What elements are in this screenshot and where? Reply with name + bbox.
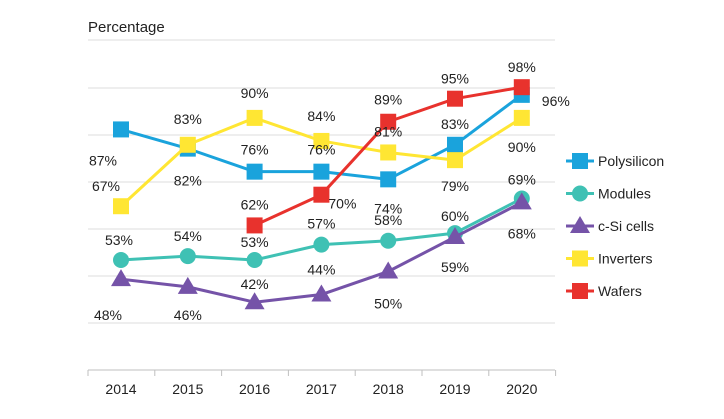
data-point bbox=[570, 216, 590, 233]
gridlines bbox=[87, 39, 557, 376]
x-tick-label: 2016 bbox=[239, 381, 270, 397]
data-label: 89% bbox=[374, 92, 402, 108]
data-point bbox=[111, 269, 131, 287]
data-label: 82% bbox=[174, 173, 202, 189]
data-point bbox=[246, 163, 263, 180]
data-point bbox=[513, 79, 530, 96]
data-label: 53% bbox=[105, 232, 133, 248]
data-label: 42% bbox=[241, 276, 269, 292]
x-tick-label: 2014 bbox=[105, 381, 136, 397]
legend: Polysilicon Modules c-Si cells Inverters Waf… bbox=[566, 153, 664, 299]
y-axis-label: Percentage bbox=[88, 19, 165, 36]
data-label: 69% bbox=[508, 172, 536, 188]
data-point bbox=[246, 217, 263, 234]
legend-entry: c-Si cells bbox=[566, 216, 654, 234]
x-tick-label: 2017 bbox=[306, 381, 337, 397]
data-label: 53% bbox=[241, 234, 269, 250]
data-point bbox=[572, 153, 588, 169]
data-label: 79% bbox=[441, 178, 469, 194]
data-label: 59% bbox=[441, 259, 469, 275]
data-point bbox=[447, 152, 463, 169]
data-label: 62% bbox=[241, 196, 269, 212]
x-tick-label: 2015 bbox=[172, 381, 203, 397]
x-tick-label: 2019 bbox=[439, 381, 470, 397]
data-label: 90% bbox=[508, 139, 536, 155]
data-point bbox=[113, 251, 129, 268]
data-point bbox=[177, 276, 198, 294]
data-label: 83% bbox=[174, 111, 202, 127]
legend-label: Modules bbox=[598, 186, 651, 202]
data-label: 58% bbox=[374, 212, 402, 228]
series-group bbox=[111, 79, 532, 310]
legend-label: Polysilicon bbox=[598, 153, 664, 169]
data-point bbox=[380, 171, 397, 188]
data-point bbox=[113, 121, 129, 138]
data-label: 57% bbox=[307, 216, 335, 232]
data-label: 46% bbox=[174, 307, 202, 323]
legend-entry: Polysilicon bbox=[566, 153, 664, 169]
legend-entry: Inverters bbox=[566, 250, 652, 267]
data-point bbox=[179, 136, 196, 153]
data-label: 83% bbox=[441, 116, 469, 132]
data-point bbox=[572, 283, 588, 299]
data-label: 74% bbox=[374, 200, 402, 216]
data-label: 50% bbox=[374, 296, 402, 312]
data-label: 60% bbox=[441, 208, 469, 224]
data-point bbox=[572, 250, 588, 267]
data-label: 90% bbox=[241, 85, 269, 101]
data-label: 96% bbox=[542, 93, 570, 109]
data-point bbox=[447, 136, 463, 153]
data-label: 81% bbox=[374, 123, 402, 139]
data-point bbox=[113, 198, 129, 215]
x-axis-ticks: 2014 2015 2016 2017 2018 2019 2020 bbox=[105, 381, 537, 397]
data-label: 76% bbox=[307, 142, 335, 158]
data-point bbox=[313, 186, 330, 203]
series-wafers bbox=[246, 79, 530, 234]
data-point bbox=[313, 236, 330, 253]
legend-entry: Modules bbox=[566, 185, 651, 202]
data-point bbox=[447, 90, 463, 107]
data-point bbox=[511, 192, 532, 210]
data-label: 48% bbox=[94, 307, 122, 323]
data-point bbox=[513, 109, 530, 126]
data-label: 87% bbox=[89, 152, 117, 168]
data-point bbox=[380, 144, 397, 161]
data-point bbox=[246, 109, 263, 126]
series-c-si-cells bbox=[111, 192, 532, 310]
data-point bbox=[572, 185, 588, 202]
legend-entry: Wafers bbox=[566, 283, 642, 299]
data-point bbox=[380, 232, 397, 249]
data-label: 67% bbox=[92, 178, 120, 194]
data-label: 84% bbox=[307, 108, 335, 124]
legend-label: Wafers bbox=[598, 283, 642, 299]
data-label: 44% bbox=[307, 262, 335, 278]
data-labels: 87% 82% 76% 76% 74% 83% 96% 53% 54% 53% 57% 58% 60% 6… bbox=[89, 59, 570, 323]
legend-label: c-Si cells bbox=[598, 218, 654, 234]
data-label: 95% bbox=[441, 71, 469, 87]
data-point bbox=[179, 248, 196, 265]
data-point bbox=[380, 113, 397, 130]
data-label: 98% bbox=[508, 59, 536, 75]
x-tick-label: 2018 bbox=[373, 381, 404, 397]
data-label: 76% bbox=[241, 142, 269, 158]
data-point bbox=[313, 163, 330, 180]
legend-label: Inverters bbox=[598, 251, 652, 267]
data-point bbox=[244, 292, 265, 310]
data-label: 68% bbox=[508, 225, 536, 241]
data-point bbox=[246, 251, 263, 268]
series-inverters bbox=[113, 109, 530, 215]
data-point bbox=[311, 284, 332, 302]
data-label: 54% bbox=[174, 228, 202, 244]
data-label: 70% bbox=[328, 196, 356, 212]
data-point bbox=[445, 226, 465, 244]
data-point bbox=[313, 132, 330, 149]
data-point bbox=[378, 261, 399, 279]
x-tick-label: 2020 bbox=[506, 381, 537, 397]
